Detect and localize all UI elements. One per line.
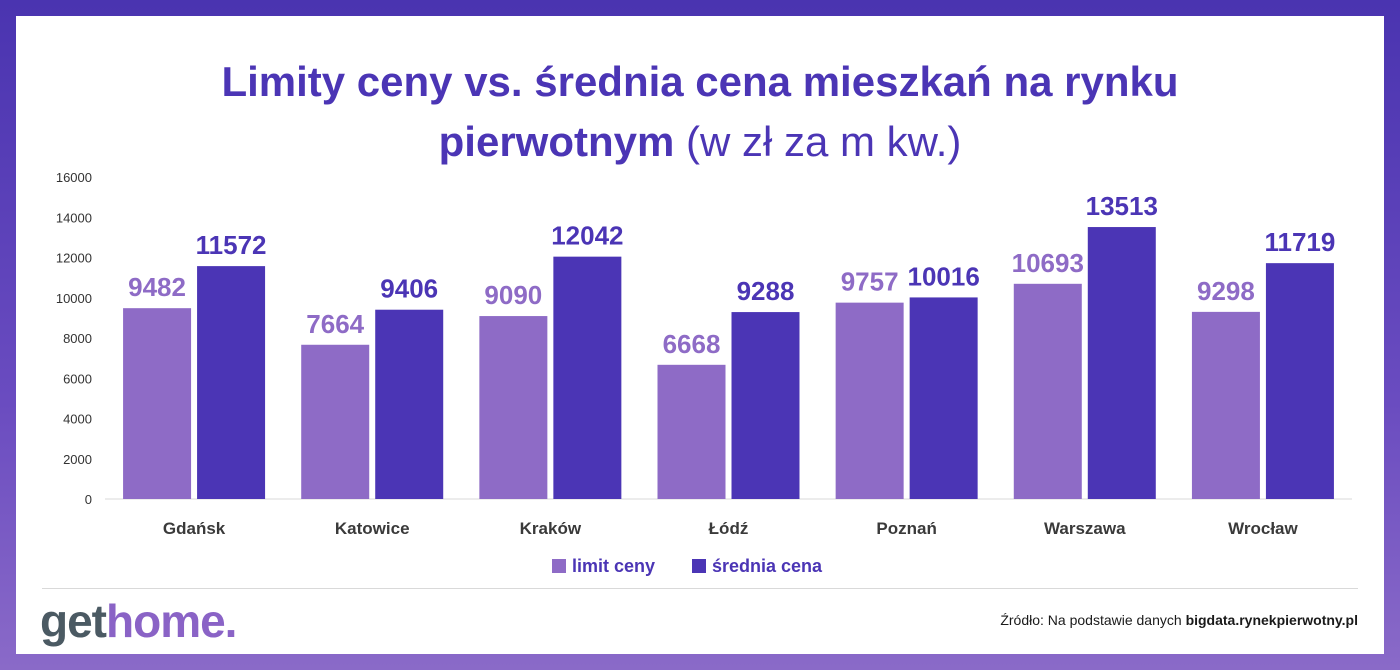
category-label: Łódź — [709, 519, 749, 538]
bar-srednia — [197, 266, 266, 499]
bar-chart: 0 2000 4000 6000 8000 10000 12000 14000 16000 948… — [56, 170, 1352, 576]
chart-title-line1: Limity ceny vs. średnia cena mieszkań na… — [221, 58, 1179, 105]
data-label: 10016 — [907, 261, 979, 291]
bar-limit — [1191, 311, 1260, 499]
bar-srednia — [1087, 227, 1156, 499]
category-label: Warszawa — [1044, 519, 1126, 538]
bar-srednia — [375, 309, 444, 499]
bar-srednia — [553, 256, 622, 499]
data-label: 12042 — [551, 221, 623, 251]
y-tick-label: 16000 — [56, 170, 92, 185]
bar-limit — [123, 308, 192, 499]
footer-divider — [42, 588, 1358, 589]
data-label: 11719 — [1264, 227, 1335, 257]
legend-swatch — [552, 559, 566, 573]
category-label: Poznań — [876, 519, 936, 538]
y-tick-label: 14000 — [56, 210, 92, 225]
data-label: 10693 — [1012, 248, 1084, 278]
y-tick-label: 4000 — [63, 412, 92, 427]
y-tick-label: 6000 — [63, 371, 92, 386]
data-label: 11572 — [196, 230, 267, 260]
y-tick-label: 10000 — [56, 291, 92, 306]
bar-srednia — [909, 297, 978, 499]
data-label: 9757 — [841, 267, 899, 297]
data-label: 9090 — [484, 280, 542, 310]
chart-card: Limity ceny vs. średnia cena mieszkań na… — [16, 16, 1384, 654]
data-label: 9482 — [128, 272, 186, 302]
y-tick-label: 8000 — [63, 331, 92, 346]
category-label: Kraków — [520, 519, 582, 538]
data-label: 6668 — [663, 329, 721, 359]
bar-srednia — [731, 312, 800, 499]
logo-get: get — [40, 595, 107, 647]
source-link: bigdata.rynekpierwotny.pl — [1185, 612, 1358, 628]
y-tick-label: 12000 — [56, 251, 92, 266]
data-label: 7664 — [306, 309, 364, 339]
data-label: 13513 — [1086, 191, 1158, 221]
logo-home: home. — [106, 595, 237, 647]
y-tick-label: 2000 — [63, 452, 92, 467]
bar-limit — [479, 316, 548, 499]
bar-limit — [835, 302, 904, 499]
legend-swatch — [692, 559, 706, 573]
chart-title-bold: pierwotnym — [438, 118, 675, 165]
data-label: 9298 — [1197, 276, 1255, 306]
bar-srednia — [1265, 263, 1334, 499]
bar-limit — [301, 344, 370, 499]
category-label: Katowice — [335, 519, 410, 538]
legend-label: średnia cena — [712, 556, 823, 576]
bar-limit — [1013, 283, 1082, 499]
chart-title-line2: pierwotnym (w zł za m kw.) — [16, 112, 1384, 172]
gethome-logo: gethome. — [40, 594, 237, 648]
category-label: Gdańsk — [163, 519, 226, 538]
chart-title: Limity ceny vs. średnia cena mieszkań na… — [16, 52, 1384, 172]
y-tick-label: 0 — [85, 492, 92, 507]
category-label: Wrocław — [1228, 519, 1298, 538]
chart-title-unit: (w zł za m kw.) — [686, 118, 962, 165]
source-prefix: Źródło: Na podstawie danych — [1000, 612, 1182, 628]
bar-limit — [657, 364, 726, 499]
data-label: 9406 — [380, 274, 438, 304]
legend-label: limit ceny — [572, 556, 655, 576]
source-note: Źródło: Na podstawie danych bigdata.ryne… — [1000, 612, 1358, 628]
data-label: 9288 — [737, 276, 795, 306]
